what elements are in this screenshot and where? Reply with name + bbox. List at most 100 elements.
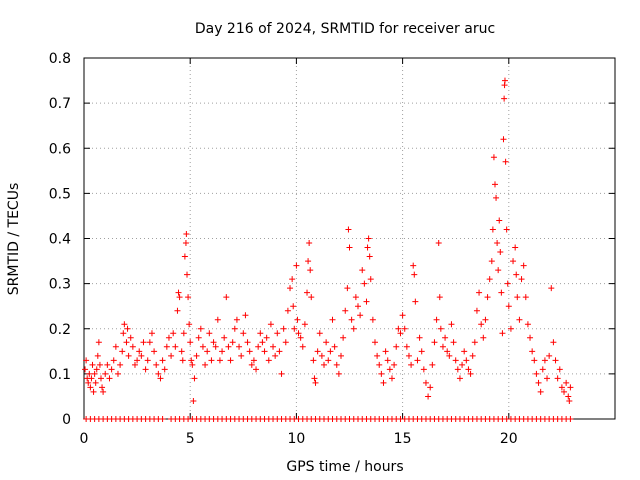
data-point — [185, 294, 192, 301]
data-point — [110, 357, 117, 364]
data-point — [304, 289, 311, 296]
data-point — [548, 285, 555, 292]
data-point — [544, 375, 551, 382]
data-point — [253, 366, 260, 373]
data-point — [494, 240, 501, 247]
data-point — [295, 330, 302, 337]
data-point — [431, 339, 438, 346]
data-point — [482, 316, 489, 323]
data-point — [287, 285, 294, 292]
data-point — [259, 339, 266, 346]
data-point — [473, 307, 480, 314]
data-point — [127, 334, 134, 341]
data-point — [403, 343, 410, 350]
data-point — [221, 334, 228, 341]
data-point — [510, 258, 517, 265]
data-point — [210, 339, 217, 346]
data-point — [348, 316, 355, 323]
data-point — [501, 77, 508, 84]
data-point — [507, 325, 514, 332]
data-point — [183, 230, 190, 237]
data-point — [488, 258, 495, 265]
data-point — [204, 348, 211, 355]
data-point — [497, 249, 504, 256]
data-point — [189, 361, 196, 368]
data-point — [371, 339, 378, 346]
data-point — [157, 375, 164, 382]
data-point — [197, 325, 204, 332]
data-point — [250, 357, 257, 364]
y-tick-label: 0.8 — [49, 51, 71, 67]
data-point — [274, 330, 281, 337]
data-point — [142, 366, 149, 373]
data-point — [310, 357, 317, 364]
data-point — [305, 258, 312, 265]
x-tick-label: 5 — [186, 431, 195, 447]
data-point — [563, 379, 570, 386]
data-point — [378, 370, 385, 377]
data-point — [520, 262, 527, 269]
data-point — [376, 361, 383, 368]
data-point — [240, 330, 247, 337]
data-point — [476, 289, 483, 296]
data-point — [178, 348, 185, 355]
data-point — [83, 357, 90, 364]
data-point — [165, 334, 172, 341]
data-point — [537, 388, 544, 395]
data-point — [338, 352, 345, 359]
data-point — [391, 361, 398, 368]
data-point — [117, 361, 124, 368]
data-point — [175, 289, 182, 296]
data-point — [516, 316, 523, 323]
data-point — [129, 343, 136, 350]
data-point — [179, 357, 186, 364]
y-axis-label: SRMTID / TECUs — [6, 183, 22, 296]
data-point — [484, 294, 491, 301]
data-point — [85, 379, 92, 386]
data-point — [86, 370, 93, 377]
data-point — [223, 294, 230, 301]
data-point — [422, 379, 429, 386]
data-point — [554, 375, 561, 382]
data-point — [408, 361, 415, 368]
data-point — [461, 348, 468, 355]
data-point — [395, 325, 402, 332]
data-point — [244, 339, 251, 346]
data-point — [131, 361, 138, 368]
data-point — [276, 348, 283, 355]
data-point — [556, 366, 563, 373]
data-point — [410, 262, 417, 269]
data-point — [219, 348, 226, 355]
y-tick-label: 0.2 — [49, 322, 71, 338]
data-point — [363, 298, 370, 305]
data-point — [120, 330, 127, 337]
data-point — [384, 357, 391, 364]
data-point — [231, 325, 238, 332]
data-point — [393, 343, 400, 350]
y-tick-label: 0.1 — [49, 367, 71, 383]
data-point — [306, 240, 313, 247]
data-point — [181, 253, 188, 260]
data-point — [380, 379, 387, 386]
data-point — [486, 276, 493, 283]
data-point — [212, 343, 219, 350]
data-point — [314, 348, 321, 355]
data-point — [401, 325, 408, 332]
data-point — [388, 375, 395, 382]
data-point — [82, 366, 89, 373]
data-point — [329, 316, 336, 323]
data-point — [93, 366, 100, 373]
data-point — [327, 348, 334, 355]
data-point — [216, 357, 223, 364]
data-point — [397, 330, 404, 337]
data-point — [323, 339, 330, 346]
y-tick-label: 0.7 — [49, 96, 71, 112]
data-point — [229, 339, 236, 346]
data-point — [340, 334, 347, 341]
data-point — [261, 348, 268, 355]
data-point — [227, 357, 234, 364]
data-point — [463, 357, 470, 364]
data-point — [180, 330, 187, 337]
data-point — [359, 267, 366, 274]
data-point — [502, 158, 509, 165]
